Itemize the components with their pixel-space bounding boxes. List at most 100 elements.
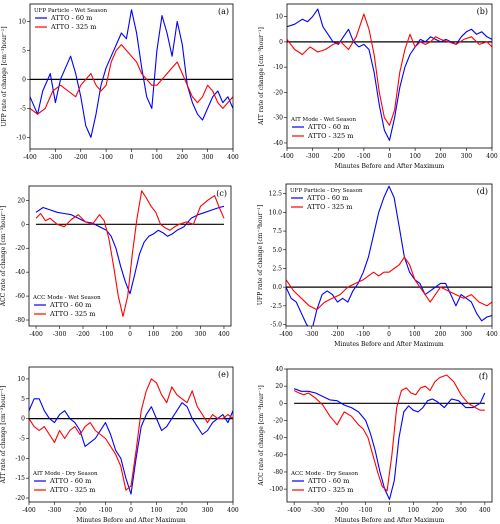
legend-entry: ATTO - 325 m <box>49 486 95 494</box>
x-axis-label: Minutes Before and After Maximum <box>334 341 444 348</box>
legend-entry: ATTO - 60 m <box>50 14 92 22</box>
legend-entry: ATTO - 60 m <box>49 477 91 485</box>
series-line-60m <box>287 8 492 141</box>
x-tick-label: 300 <box>461 331 473 338</box>
y-tick-label: -80 <box>273 469 283 476</box>
y-tick-label: -10 <box>16 134 26 141</box>
y-axis-label: UFP rate of change [cm⁻³hour⁻¹] <box>257 205 264 305</box>
y-tick-label: 0 <box>21 416 25 423</box>
x-tick-label: 300 <box>202 154 214 161</box>
y-tick-label: 0 <box>22 76 26 83</box>
y-axis-label: ACC rate of change [cm⁻³hour⁻¹] <box>258 385 265 487</box>
series-line-60m <box>286 185 492 326</box>
series-line-325m <box>287 13 492 126</box>
x-tick-label: 200 <box>171 331 183 338</box>
y-tick-label: 20 <box>17 197 25 204</box>
y-axis-label: AIT rate of change [cm⁻³hour⁻¹] <box>0 386 7 485</box>
legend-entry: ATTO - 325 m <box>307 486 353 494</box>
y-tick-label: 5 <box>21 396 25 403</box>
x-tick-label: -100 <box>100 331 114 338</box>
series-line-60m <box>294 388 486 500</box>
x-tick-label: -300 <box>49 154 63 161</box>
panel-a: -400 -300 -200 -100 0 100 200 300 400 -10 -5 0 5 10 UF… <box>1 3 239 161</box>
panel-c: -400 -300 -200 -100 0 100 200 300 400-80-60-40-2… <box>0 185 232 338</box>
legend-entry: ATTO - 60 m <box>307 123 349 131</box>
x-tick-label: -200 <box>73 507 87 514</box>
y-tick-label: -20 <box>15 495 25 502</box>
x-tick-label: 400 <box>479 507 491 514</box>
y-tick-label: -5 <box>19 435 25 442</box>
x-tick-label: 100 <box>151 154 163 161</box>
x-tick-label: 0 <box>129 507 133 514</box>
y-tick-label: 10 <box>17 376 25 383</box>
x-axis-label: Minutes Before and After Maximum <box>335 517 445 524</box>
y-tick-label: -40 <box>273 140 283 147</box>
x-axis-label: Minutes Before and After Maximum <box>76 517 186 524</box>
x-tick-label: -400 <box>22 507 36 514</box>
x-tick-label: -300 <box>306 153 320 160</box>
x-axis-label: Minutes Before and After Maximum <box>335 163 445 170</box>
x-tick-label: -100 <box>357 331 371 338</box>
y-tick-label: -10 <box>273 64 283 71</box>
x-tick-label: 200 <box>177 154 189 161</box>
x-tick-label: -100 <box>99 507 113 514</box>
x-tick-label: 100 <box>409 331 421 338</box>
series-line-325m <box>293 374 485 492</box>
x-tick-label: -200 <box>331 331 345 338</box>
y-tick-label: -15 <box>15 475 25 482</box>
x-tick-label: 0 <box>388 153 392 160</box>
x-tick-label: -100 <box>99 154 113 161</box>
y-tick-label: -30 <box>273 115 283 122</box>
x-tick-label: -100 <box>357 153 371 160</box>
x-tick-label: -300 <box>53 331 67 338</box>
y-tick-label: 40 <box>275 366 283 373</box>
y-tick-label: 20 <box>275 383 283 390</box>
panel-f: -400 -300 -200 -100 0 100 200 300 400-100-80-60-… <box>258 366 493 524</box>
x-tick-label: -200 <box>332 153 346 160</box>
series-line-60m <box>30 9 233 138</box>
x-tick-label: 300 <box>455 507 467 514</box>
x-tick-label: -400 <box>280 153 294 160</box>
x-tick-label: 400 <box>486 153 498 160</box>
x-tick-label: 200 <box>176 507 188 514</box>
y-tick-label: 10.0 <box>269 209 283 216</box>
y-tick-label: -5 <box>20 105 26 112</box>
x-tick-label: -200 <box>76 331 90 338</box>
x-tick-label: 0 <box>387 331 391 338</box>
y-tick-label: -20 <box>273 417 283 424</box>
x-tick-label: -300 <box>48 507 62 514</box>
x-tick-label: -400 <box>23 154 37 161</box>
x-tick-label: 300 <box>461 153 473 160</box>
x-tick-label: 400 <box>227 154 239 161</box>
x-tick-label: -400 <box>279 331 293 338</box>
y-tick-label: 0 <box>21 221 25 228</box>
panel-letter: (e) <box>218 370 229 379</box>
y-tick-label: -80 <box>15 317 25 324</box>
panel-letter: (d) <box>477 187 488 196</box>
series-line-325m <box>29 378 233 491</box>
series-line-325m <box>286 256 492 311</box>
series-line-60m <box>35 205 225 295</box>
panel-letter: (c) <box>216 189 227 198</box>
panel-title: UFP Particle - Dry Season <box>290 188 363 194</box>
y-axis-label: ACC rate of change [cm⁻³hour⁻¹] <box>0 206 7 308</box>
x-tick-label: -400 <box>287 507 301 514</box>
y-tick-label: -100 <box>270 486 284 493</box>
panel-title: ACC Mode - Wet Season <box>32 295 101 301</box>
y-tick-label: 10 <box>275 14 283 21</box>
legend-entry: ATTO - 325 m <box>306 203 352 211</box>
panel-title: UFP Particle - Wet Season <box>34 8 108 14</box>
x-tick-label: -300 <box>305 331 319 338</box>
legend-entry: ATTO - 60 m <box>307 477 349 485</box>
x-tick-label: 100 <box>151 507 163 514</box>
legend-entry: ATTO - 60 m <box>306 194 348 202</box>
legend-entry: ATTO - 325 m <box>49 310 95 318</box>
series-line-60m <box>29 398 233 495</box>
x-tick-label: -100 <box>359 507 373 514</box>
panel-letter: (a) <box>218 7 229 16</box>
series-line-325m <box>35 190 225 317</box>
x-tick-label: 200 <box>435 331 447 338</box>
x-tick-label: 0 <box>388 507 392 514</box>
x-tick-label: 300 <box>195 331 207 338</box>
x-tick-label: 100 <box>148 331 160 338</box>
